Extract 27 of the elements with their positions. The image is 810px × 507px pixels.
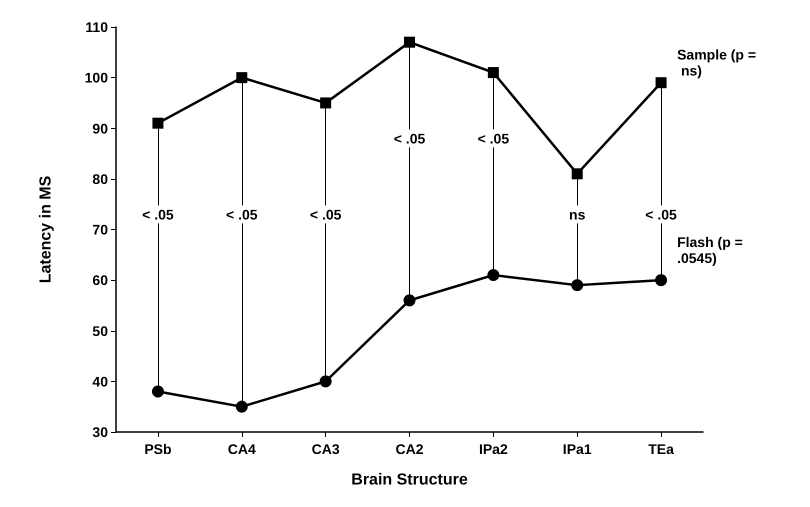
x-tick-label: TEa — [648, 441, 674, 457]
y-tick-label: 100 — [84, 70, 108, 86]
x-tick-label: PSb — [144, 441, 172, 457]
y-tick-label: 30 — [92, 424, 108, 440]
y-tick-label: 60 — [92, 272, 108, 288]
y-axis-title: Latency in MS — [38, 175, 54, 284]
annotation: < .05 — [478, 130, 510, 146]
annotation: < .05 — [394, 130, 426, 146]
y-tick-label: 80 — [92, 170, 108, 187]
x-tick-label: IPa1 — [562, 441, 592, 457]
annotation: < .05 — [645, 206, 678, 222]
y-tick-label: 110 — [85, 19, 108, 35]
annotation: < .05 — [142, 206, 174, 222]
series-label: Sample (p = ns) — [677, 46, 756, 79]
x-tick-label: IPa2 — [478, 441, 508, 457]
y-tick-label: 70 — [92, 222, 108, 238]
x-tick-label: CA2 — [395, 441, 424, 457]
annotation: < .05 — [310, 206, 342, 222]
x-axis-title: Brain Structure — [351, 472, 468, 488]
y-tick-label: 40 — [92, 373, 108, 390]
x-tick-label: CA3 — [312, 441, 340, 457]
annotation: < .05 — [226, 206, 258, 222]
y-tick-label: 50 — [92, 322, 108, 339]
y-tick-label: 90 — [92, 120, 108, 136]
x-tick-label: CA4 — [228, 441, 256, 457]
annotation: ns — [569, 206, 586, 222]
series-label: Flash (p = .0545) — [677, 234, 747, 266]
